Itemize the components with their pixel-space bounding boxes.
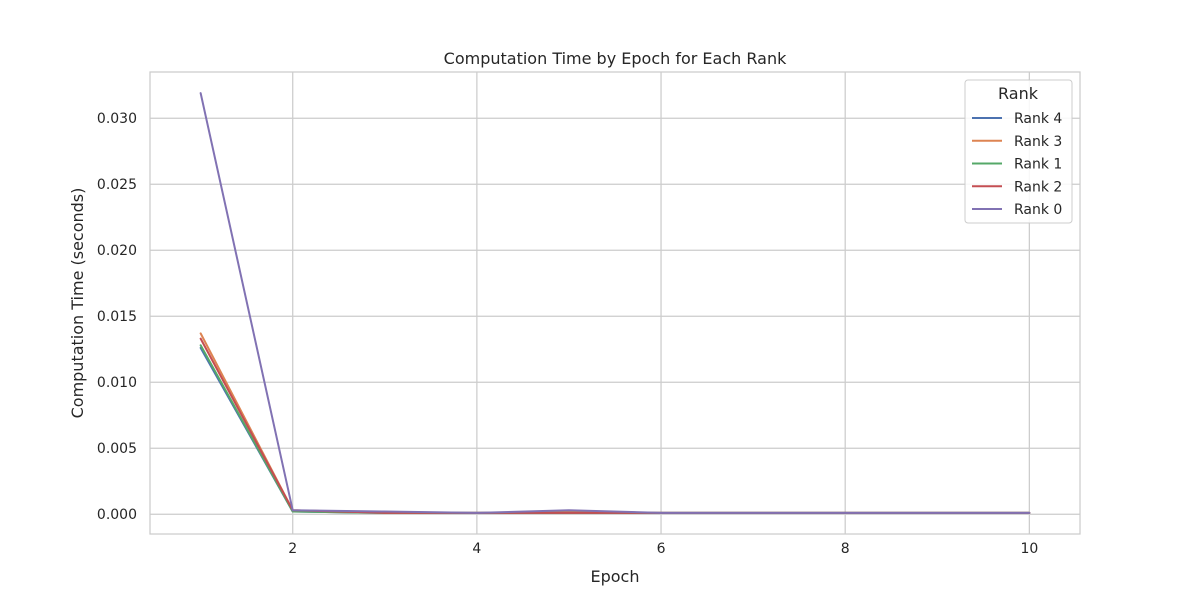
chart-title: Computation Time by Epoch for Each Rank xyxy=(444,49,787,68)
grid xyxy=(150,72,1080,534)
series-lines xyxy=(199,92,1031,514)
y-tick-label: 0.015 xyxy=(97,309,137,325)
x-tick-label: 10 xyxy=(1020,541,1038,557)
x-tick-label: 2 xyxy=(288,541,297,557)
y-tick-label: 0.000 xyxy=(97,507,137,523)
y-axis-ticks: 0.000 0.005 0.010 0.015 0.020 0.025 0.030 xyxy=(97,111,137,523)
y-tick-label: 0.030 xyxy=(97,111,137,127)
x-tick-label: 4 xyxy=(472,541,481,557)
y-tick-label: 0.010 xyxy=(97,375,137,391)
x-tick-label: 8 xyxy=(841,541,850,557)
legend-label-rank-4: Rank 4 xyxy=(1014,111,1062,127)
legend-items: Rank 4 Rank 3 Rank 1 Rank 2 Rank 0 xyxy=(972,111,1062,218)
legend-label-rank-0: Rank 0 xyxy=(1014,202,1062,218)
series-line-rank-0 xyxy=(199,92,1031,514)
x-tick-label: 6 xyxy=(657,541,666,557)
x-axis-ticks: 2 4 6 8 10 xyxy=(288,541,1038,557)
plot-border xyxy=(149,71,1081,535)
legend-title: Rank xyxy=(998,84,1039,103)
plot-area xyxy=(150,72,1080,534)
legend-label-rank-1: Rank 1 xyxy=(1014,157,1062,173)
legend-label-rank-2: Rank 2 xyxy=(1014,179,1062,195)
y-tick-label: 0.025 xyxy=(97,177,137,193)
y-tick-label: 0.005 xyxy=(97,441,137,457)
legend-label-rank-3: Rank 3 xyxy=(1014,134,1062,150)
x-axis-label: Epoch xyxy=(591,567,640,586)
y-axis-label: Computation Time (seconds) xyxy=(68,188,87,419)
legend: Rank Rank 4 Rank 3 Rank 1 Rank 2 Rank 0 xyxy=(964,79,1073,224)
y-tick-label: 0.020 xyxy=(97,243,137,259)
